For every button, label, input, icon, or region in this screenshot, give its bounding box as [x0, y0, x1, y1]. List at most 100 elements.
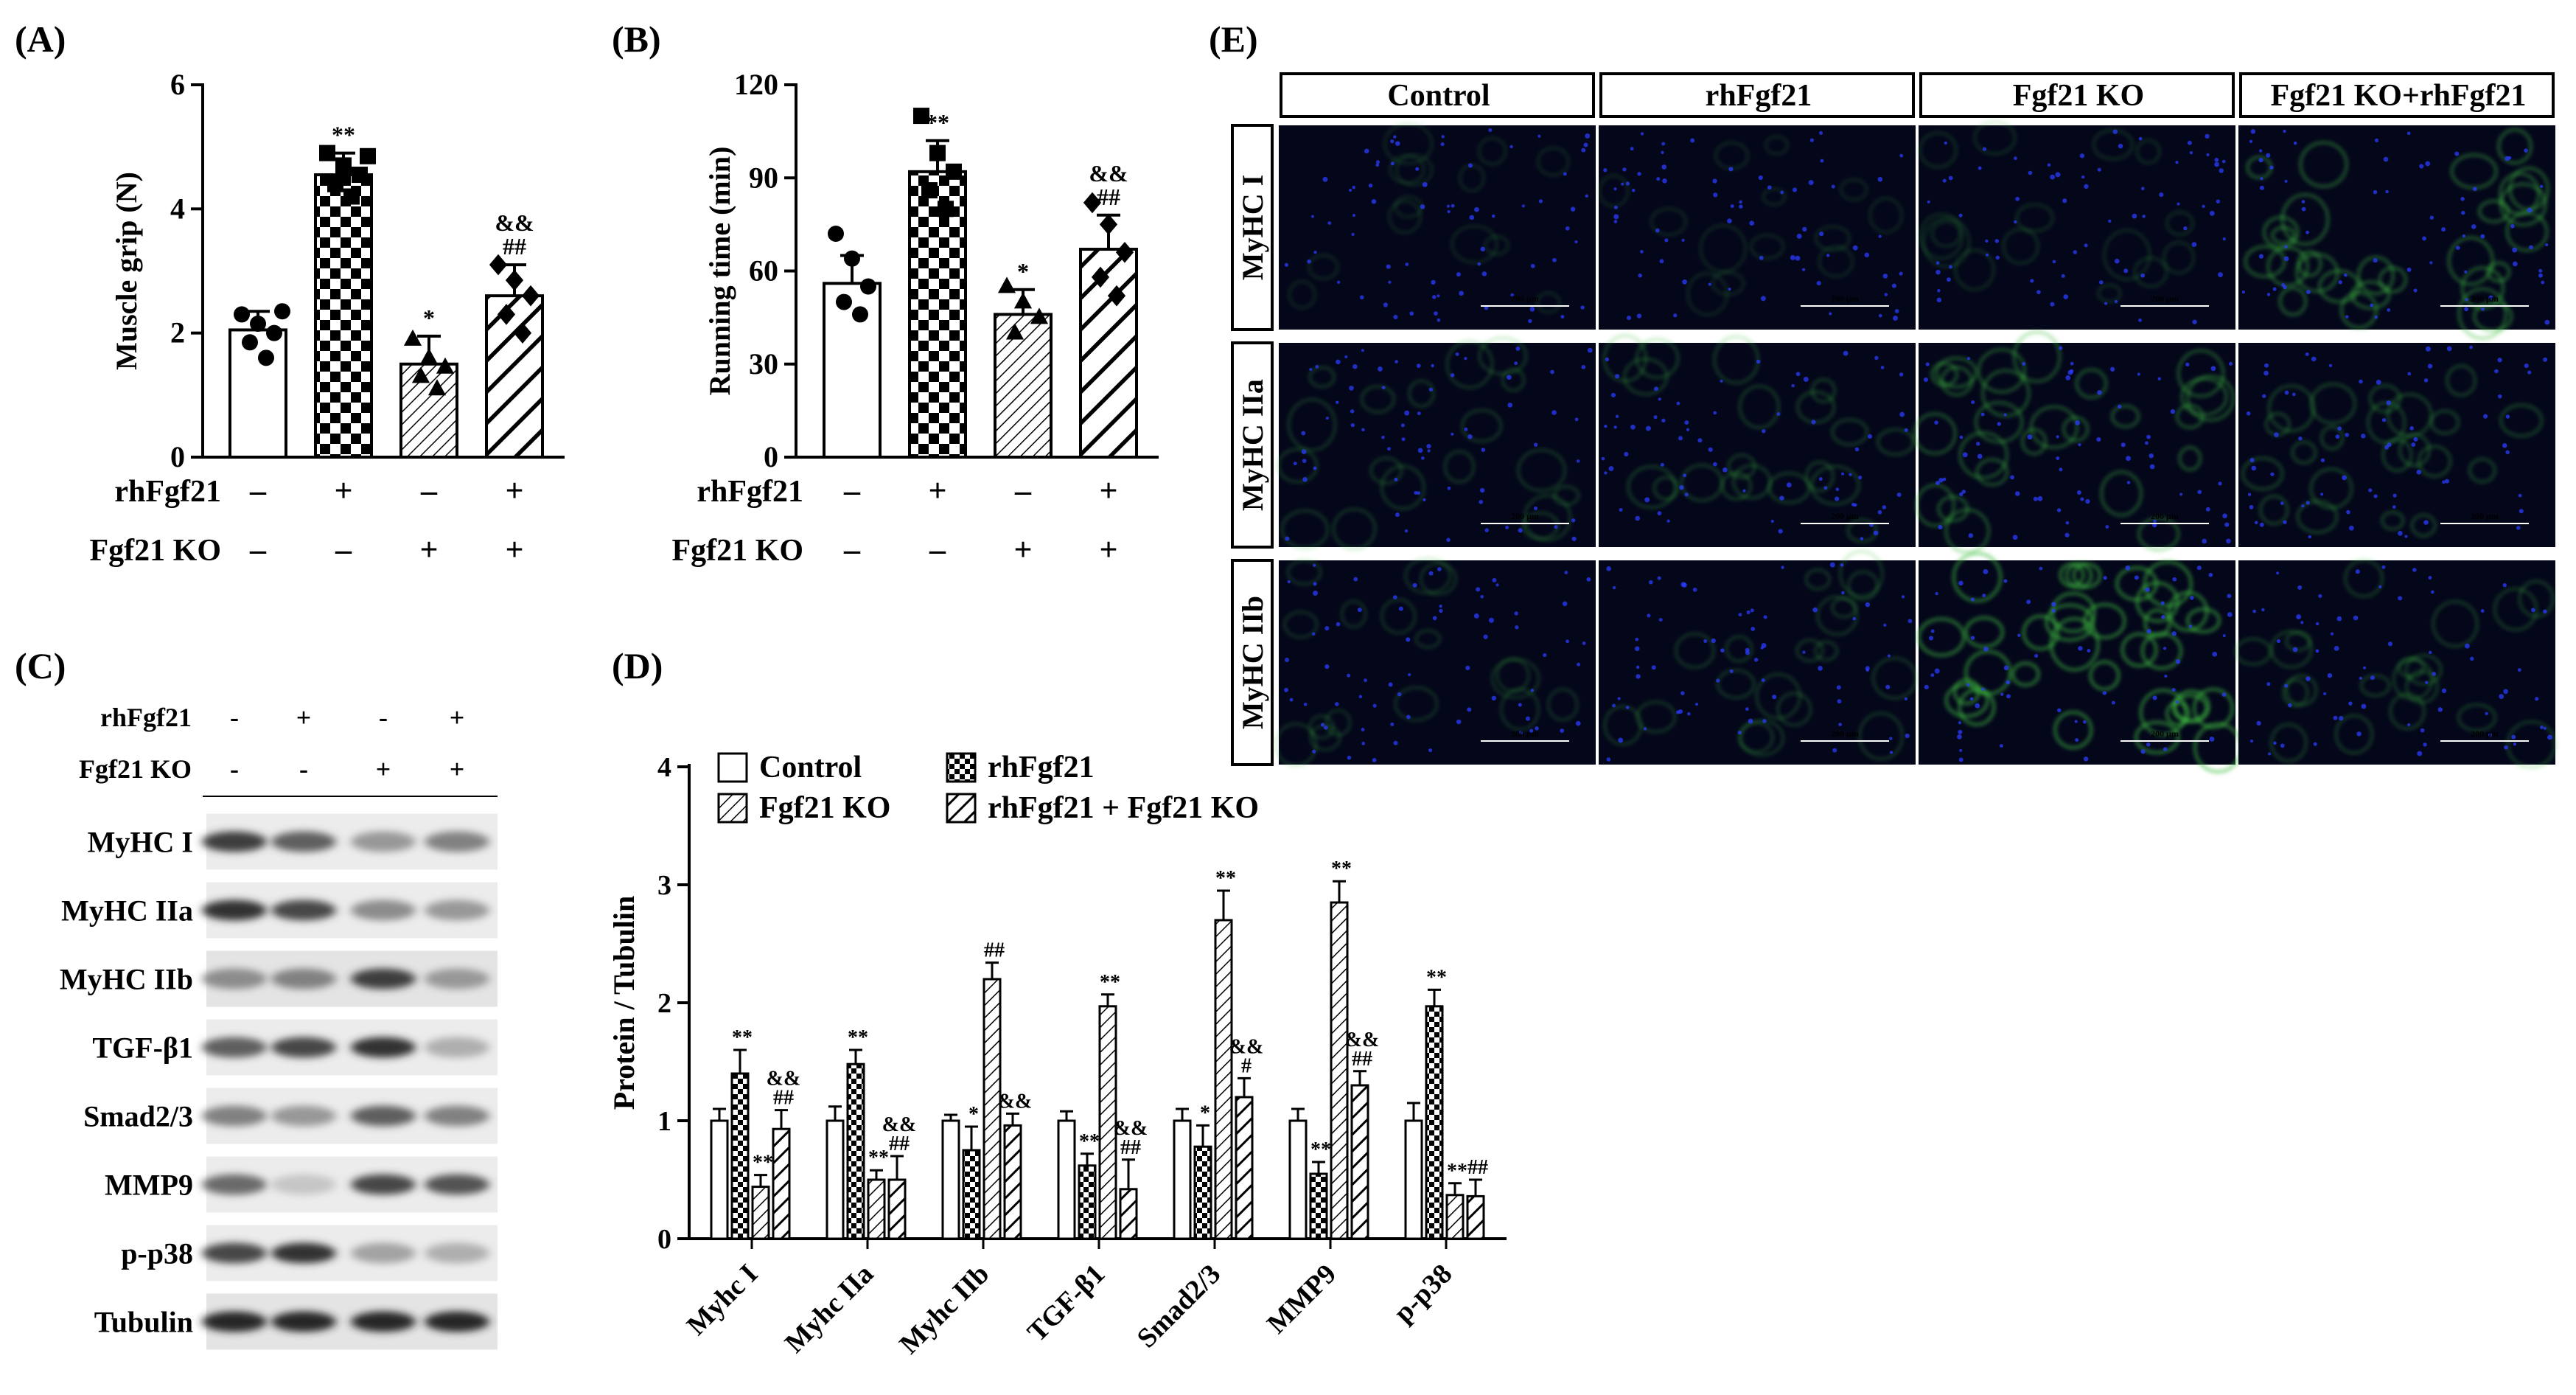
data-point — [852, 306, 868, 323]
nucleus-dot — [1904, 428, 1908, 433]
nucleus-dot — [2034, 653, 2039, 658]
nucleus-dot — [2214, 157, 2219, 162]
nucleus-dot — [2112, 129, 2118, 134]
nucleus-dot — [1467, 434, 1473, 439]
nucleus-dot — [2188, 625, 2193, 628]
nucleus-dot — [1570, 206, 1576, 212]
blot-rhfgf21-sign: - — [230, 703, 239, 732]
nucleus-dot — [1885, 684, 1891, 689]
nucleus-dot — [1386, 264, 1391, 269]
cell-outline — [2193, 688, 2234, 728]
cell-outline — [2418, 445, 2451, 478]
blot-rhfgf21-label: rhFgf21 — [100, 703, 192, 732]
cell-outline — [2389, 693, 2426, 730]
nucleus-dot — [2218, 481, 2222, 486]
cell-outline — [2241, 457, 2283, 490]
nucleus-dot — [1351, 232, 1355, 237]
cell-outline — [1944, 508, 1990, 554]
data-point — [427, 379, 447, 396]
nucleus-dot — [1852, 245, 1858, 251]
cell-outline — [2062, 416, 2089, 442]
nucleus-dot — [2159, 192, 2164, 198]
significance-label: ** — [1447, 1160, 1467, 1183]
nucleus-dot — [1560, 315, 1565, 319]
nucleus-dot — [2138, 136, 2143, 141]
nucleus-dot — [2330, 632, 2334, 636]
cell-outline — [2135, 720, 2179, 754]
data-point — [913, 108, 929, 125]
nucleus-dot — [2085, 498, 2090, 504]
column-header-label: rhFgf21 — [1706, 79, 1812, 113]
nucleus-dot — [1829, 562, 1835, 568]
nucleus-dot — [2276, 571, 2280, 575]
nucleus-dot — [1901, 595, 1905, 599]
nucleus-dot — [1832, 748, 1837, 753]
nucleus-dot — [1644, 497, 1650, 503]
cell-outline — [1501, 368, 1525, 392]
nucleus-dot — [2413, 288, 2418, 293]
cell-outline — [1415, 630, 1441, 649]
cell-outline — [2050, 591, 2096, 633]
data-point — [419, 348, 439, 365]
nucleus-dot — [1680, 691, 1685, 695]
cell-outline — [1491, 658, 1540, 699]
nucleus-dot — [1944, 141, 1947, 145]
cell-outline — [1522, 512, 1559, 540]
cell-outline — [1725, 636, 1753, 663]
nucleus-dot — [2338, 280, 2342, 285]
y-axis-label: Protein / Tubulin — [607, 896, 640, 1110]
nucleus-dot — [1638, 273, 1642, 278]
column-header-label: Fgf21 KO+rhFgf21 — [2270, 79, 2526, 113]
nucleus-dot — [1395, 141, 1400, 146]
cell-outline — [1717, 669, 1756, 699]
nucleus-dot — [2118, 143, 2123, 149]
cell-outline — [1446, 340, 1493, 389]
cell-outline — [1274, 723, 1317, 767]
nucleus-dot — [1574, 417, 1579, 422]
cell-outline — [2297, 500, 2338, 534]
nucleus-dot — [1762, 719, 1767, 723]
nucleus-dot — [2308, 535, 2311, 539]
nucleus-dot — [1428, 748, 1433, 753]
nucleus-dot — [2497, 394, 2502, 399]
cell-outline — [1283, 610, 1318, 639]
nucleus-dot — [2140, 749, 2146, 754]
significance-label: * — [1017, 258, 1029, 285]
nucleus-dot — [2202, 204, 2205, 209]
nucleus-dot — [1878, 234, 1882, 238]
nucleus-dot — [1507, 375, 1512, 380]
nucleus-dot — [1383, 302, 1389, 307]
nucleus-dot — [1936, 269, 1941, 275]
nucleus-dot — [1488, 128, 1493, 132]
nucleus-dot — [2221, 159, 2226, 164]
nucleus-dot — [1406, 637, 1411, 642]
nucleus-dot — [1551, 410, 1557, 415]
nucleus-dot — [2015, 196, 2020, 201]
nucleus-dot — [2269, 165, 2274, 170]
blot-band — [202, 968, 267, 989]
nucleus-dot — [1697, 438, 1703, 443]
data-point — [497, 304, 516, 325]
nucleus-dot — [1803, 376, 1809, 382]
nucleus-dot — [2311, 356, 2317, 362]
nucleus-dot — [1571, 536, 1577, 541]
nucleus-dot — [2318, 594, 2322, 598]
nucleus-dot — [1818, 477, 1823, 481]
nucleus-dot — [2373, 494, 2378, 498]
rhfgf21-sign: + — [505, 473, 523, 509]
x-tick-label: Myhc IIa — [779, 1259, 879, 1359]
nucleus-dot — [1484, 528, 1489, 532]
micrograph-tile: 200 μm — [1917, 552, 2243, 773]
nucleus-dot — [1483, 634, 1488, 639]
nucleus-dot — [2259, 149, 2263, 153]
data-point — [921, 182, 938, 199]
nucleus-dot — [1722, 467, 1728, 473]
nucleus-dot — [1390, 139, 1395, 144]
nucleus-dot — [2502, 443, 2507, 448]
nucleus-dot — [1336, 359, 1341, 365]
micrograph-bg — [1279, 125, 1596, 330]
nucleus-dot — [2059, 346, 2063, 350]
nucleus-dot — [1678, 436, 1683, 441]
bar — [1119, 1188, 1138, 1240]
nucleus-dot — [1525, 716, 1530, 721]
